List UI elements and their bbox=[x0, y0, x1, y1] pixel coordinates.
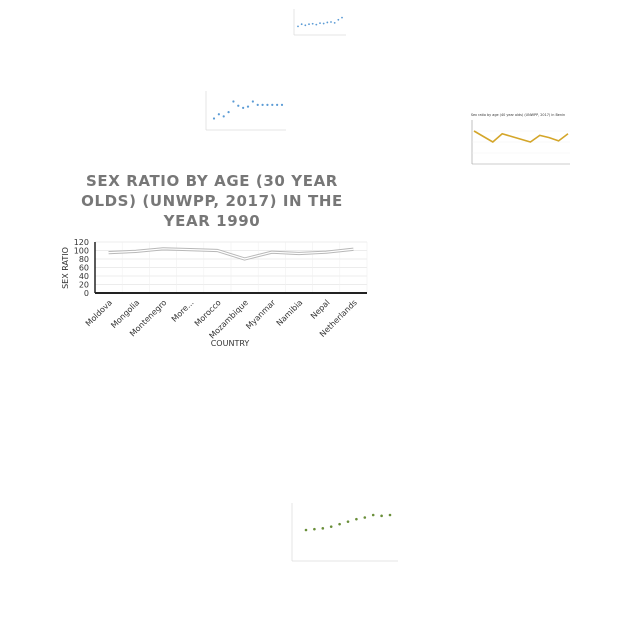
scatter-point bbox=[217, 113, 220, 116]
scatter-point bbox=[311, 22, 314, 25]
y-tick-label: 60 bbox=[79, 264, 89, 273]
scatter-point bbox=[308, 23, 310, 26]
main-chart-title: SEX RATIO BY AGE (30 YEAR OLDS) (UNWPP, … bbox=[81, 172, 343, 230]
scatter-point bbox=[256, 103, 259, 106]
scatter-point bbox=[315, 23, 318, 26]
scatter-point bbox=[355, 517, 358, 521]
x-tick-label: Myanmar bbox=[244, 298, 277, 331]
scatter-point bbox=[313, 527, 316, 531]
scatter-point bbox=[251, 100, 254, 103]
x-tick-label: Nepal bbox=[309, 298, 332, 321]
scatter-point bbox=[330, 21, 332, 23]
y-tick-label: 40 bbox=[79, 272, 89, 281]
thumbnail-chart-bottom[interactable] bbox=[270, 495, 402, 573]
main-y-axis-label: SEX RATIO bbox=[61, 247, 70, 289]
thumb-bottom-svg bbox=[291, 503, 398, 562]
scatter-point bbox=[326, 21, 329, 24]
scatter-point bbox=[232, 100, 235, 103]
thumb-right-title: Sex ratio by age (40 year olds) (UNWPP, … bbox=[471, 113, 565, 117]
scatter-point bbox=[322, 22, 325, 25]
main-series-line bbox=[108, 248, 354, 260]
scatter-point bbox=[280, 103, 284, 106]
thumb-right-series-line bbox=[473, 130, 569, 143]
x-tick-label: More... bbox=[170, 298, 196, 324]
scatter-point bbox=[337, 18, 340, 21]
thumb-top-svg bbox=[293, 9, 346, 36]
main-title-line-1: SEX RATIO BY AGE (30 YEAR bbox=[86, 172, 338, 190]
thumbnail-chart-top[interactable] bbox=[288, 5, 348, 41]
x-tick-label: Namibia bbox=[275, 298, 305, 328]
scatter-point bbox=[242, 106, 245, 109]
scatter-point bbox=[246, 105, 250, 108]
y-tick-label: 80 bbox=[79, 255, 89, 264]
scatter-point bbox=[346, 520, 350, 523]
scatter-point bbox=[388, 513, 392, 517]
scatter-point bbox=[380, 514, 383, 518]
thumb-mid-svg bbox=[205, 91, 286, 131]
scatter-point bbox=[319, 22, 321, 24]
thumbnail-chart-right[interactable]: Sex ratio by age (40 year olds) (UNWPP, … bbox=[462, 108, 574, 178]
y-tick-label: 20 bbox=[79, 281, 89, 290]
main-title-line-3: YEAR 1990 bbox=[163, 212, 261, 230]
thumbnail-chart-middle[interactable] bbox=[198, 85, 290, 140]
main-x-axis-label: COUNTRY bbox=[210, 339, 250, 348]
scatter-point bbox=[304, 24, 307, 27]
scatter-point bbox=[341, 16, 343, 19]
y-tick-label: 0 bbox=[84, 289, 89, 298]
scatter-point bbox=[329, 525, 333, 528]
thumb-right-svg: Sex ratio by age (40 year olds) (UNWPP, … bbox=[471, 113, 570, 165]
scatter-point bbox=[300, 23, 303, 26]
scatter-point bbox=[333, 21, 336, 24]
scatter-point bbox=[261, 103, 264, 106]
scatter-point bbox=[321, 527, 325, 530]
scatter-point bbox=[363, 516, 367, 519]
main-title-line-2: OLDS) (UNWPP, 2017) IN THE bbox=[81, 192, 343, 210]
main-gridlines bbox=[94, 241, 368, 294]
scatter-point bbox=[237, 104, 240, 107]
scatter-point bbox=[212, 117, 216, 120]
scatter-point bbox=[276, 103, 279, 106]
y-tick-label: 120 bbox=[74, 238, 89, 247]
scatter-point bbox=[271, 103, 274, 106]
y-tick-label: 100 bbox=[74, 247, 89, 256]
scatter-point bbox=[227, 111, 230, 114]
scatter-point bbox=[297, 25, 299, 28]
scatter-point bbox=[304, 528, 308, 532]
scatter-point bbox=[371, 513, 375, 517]
scatter-point bbox=[338, 522, 341, 526]
scatter-point bbox=[266, 103, 269, 106]
scatter-point bbox=[222, 115, 225, 118]
